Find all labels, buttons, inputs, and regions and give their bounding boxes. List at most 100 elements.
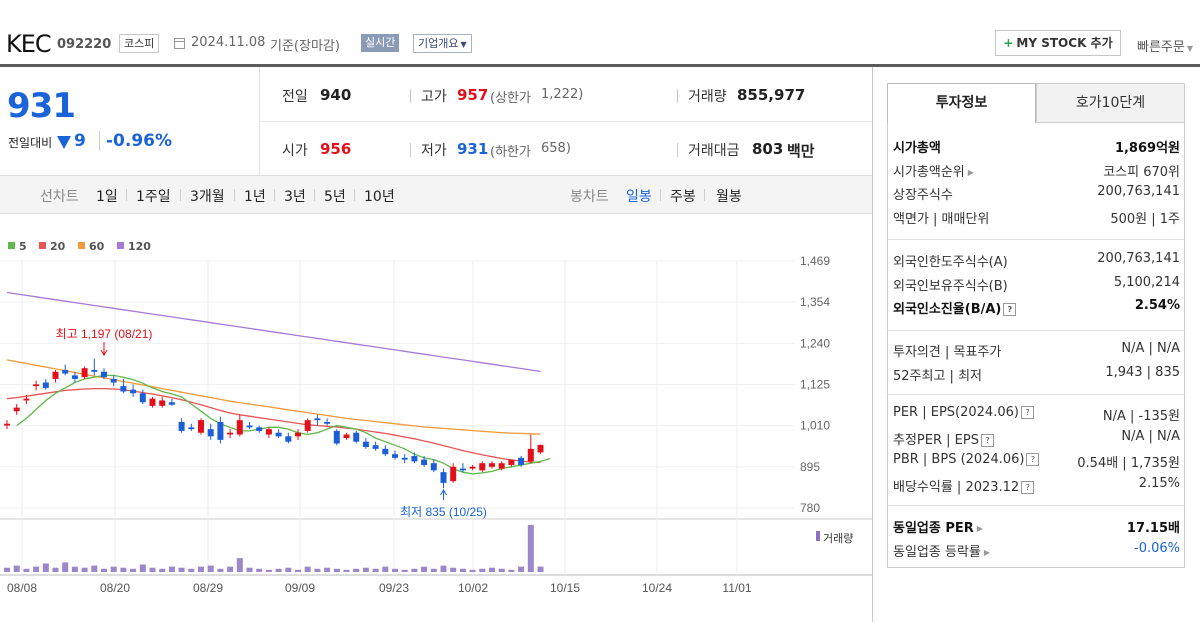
- price-chart[interactable]: 1,469 1,354 1,240 1,125 1,010 895 780 08/08 08/2…: [0, 225, 872, 605]
- info-row-label-text: 투자의견 | 목표주가: [893, 345, 1002, 360]
- volume-bar: [421, 566, 428, 572]
- volume-bar: [295, 569, 301, 572]
- candle-monthly[interactable]: 월봉: [716, 189, 742, 205]
- candle-body: [81, 368, 88, 378]
- ma120-line: [6, 291, 541, 373]
- help-icon[interactable]: ?: [1026, 453, 1040, 466]
- candle-body: [401, 457, 408, 460]
- y-tick-label: 780: [800, 501, 820, 515]
- info-divider: [887, 505, 1185, 506]
- help-icon[interactable]: ?: [980, 433, 994, 447]
- candle-body: [4, 423, 10, 426]
- candle-body: [459, 468, 466, 471]
- tab-orderbook[interactable]: 호가10단계: [1036, 83, 1185, 123]
- info-row-label: 투자의견 | 목표주가: [893, 341, 1001, 360]
- help-icon[interactable]: ?: [1020, 406, 1034, 419]
- volume-bar: [459, 568, 466, 572]
- volume-bar: [33, 566, 40, 572]
- high-label: 고가: [421, 89, 447, 105]
- period-toolbar: [0, 175, 872, 214]
- divider: [410, 143, 411, 157]
- add-mystock-button[interactable]: + MY STOCK 추가: [995, 30, 1121, 56]
- candle-body: [527, 448, 534, 462]
- volume-bar: [314, 568, 321, 572]
- info-divider: [887, 239, 1185, 240]
- quote-basis: 기준(장마감): [270, 39, 340, 54]
- low-arrow-head: [440, 489, 447, 496]
- info-row-label[interactable]: 동일업종 PER ▶: [893, 517, 983, 536]
- candle-weekly[interactable]: 주봉: [670, 189, 696, 205]
- volume-bar: [527, 525, 534, 572]
- divider: [180, 189, 181, 201]
- info-row-label-text: 외국인한도주식수(A): [893, 255, 1008, 270]
- amount-value: 803: [752, 140, 784, 158]
- volume-bar: [236, 558, 243, 572]
- prev-close-value: 940: [320, 86, 352, 104]
- volume-bar: [217, 568, 224, 572]
- amount-unit: 백만: [787, 142, 815, 160]
- help-icon[interactable]: ?: [1021, 480, 1035, 494]
- chevron-right-icon: ▶: [983, 547, 991, 557]
- volume-bar: [353, 568, 360, 572]
- info-row-value: 1,869억원: [1114, 141, 1180, 156]
- candle-body: [256, 427, 263, 431]
- info-row-label-text: 외국인소진율(B/A): [893, 302, 1002, 317]
- x-tick-label: 09/09: [285, 581, 315, 595]
- volume-bar: [518, 566, 525, 572]
- realtime-button[interactable]: 실시간: [361, 34, 400, 52]
- y-tick-label: 1,354: [800, 295, 830, 309]
- high-arrow-head: [100, 349, 108, 356]
- volume-bar: [110, 566, 117, 572]
- period-1w[interactable]: 1주일: [136, 189, 171, 205]
- quote-date: 2024.11.08: [191, 35, 266, 50]
- candle-daily[interactable]: 일봉: [626, 189, 652, 205]
- company-overview-button[interactable]: 기업개요 ▼: [413, 34, 472, 53]
- lower-limit-value: 658): [541, 141, 571, 156]
- info-row-value: 500원 | 1주: [1110, 211, 1180, 227]
- prev-close-label: 전일: [282, 89, 308, 105]
- period-1y[interactable]: 1년: [244, 189, 266, 205]
- volume-bar: [430, 568, 437, 572]
- period-5y[interactable]: 5년: [324, 189, 346, 205]
- low-annotation: 최저 835 (10/25): [400, 505, 487, 519]
- info-row-label[interactable]: 동일업종 등락률 ▶: [893, 541, 990, 560]
- tab-invest-info[interactable]: 투자정보: [887, 83, 1036, 123]
- info-row-label: 외국인보유주식수(B): [893, 275, 1008, 294]
- info-row-label[interactable]: 시가총액순위 ▶: [893, 161, 974, 180]
- y-tick-label: 895: [800, 460, 820, 474]
- volume-bar: [304, 566, 311, 572]
- volume-label: 거래량: [688, 89, 727, 105]
- info-row-label: 시가총액: [893, 137, 941, 156]
- x-tick-label: 10/24: [642, 581, 672, 595]
- volume-bar: [42, 563, 49, 572]
- period-3m[interactable]: 3개월: [190, 189, 225, 205]
- volume-bar: [149, 567, 156, 572]
- divider: [234, 189, 235, 201]
- volume-bar: [411, 568, 418, 572]
- amount-label: 거래대금: [688, 143, 740, 159]
- volume-bar: [168, 566, 175, 572]
- volume-bar: [101, 568, 107, 572]
- volume-bar: [479, 568, 486, 572]
- volume-bar: [489, 567, 495, 572]
- x-tick-label: 08/20: [100, 581, 130, 595]
- ma5-line: [16, 374, 551, 475]
- candle-body: [440, 472, 447, 483]
- info-row-value: N/A | -135원: [1102, 409, 1180, 424]
- open-value: 956: [320, 140, 352, 158]
- info-row-value: 2.54%: [1134, 298, 1180, 313]
- candle-body: [23, 398, 30, 401]
- dropdown-arrow-icon: ▼: [460, 40, 467, 49]
- down-triangle-icon: [57, 136, 71, 149]
- ma5-legend: 5: [19, 240, 27, 253]
- y-tick-label: 1,010: [800, 419, 830, 433]
- help-icon[interactable]: ?: [1003, 303, 1017, 316]
- candle-body: [246, 425, 253, 428]
- info-row-label: 52주최고 | 최저: [893, 365, 982, 384]
- period-1d[interactable]: 1일: [96, 189, 118, 205]
- period-10y[interactable]: 10년: [364, 189, 395, 205]
- period-3y[interactable]: 3년: [284, 189, 306, 205]
- info-row-value: 5,100,214: [1113, 274, 1180, 290]
- volume-bar: [382, 566, 389, 572]
- quick-order-button[interactable]: 빠른주문 ▼: [1137, 36, 1193, 55]
